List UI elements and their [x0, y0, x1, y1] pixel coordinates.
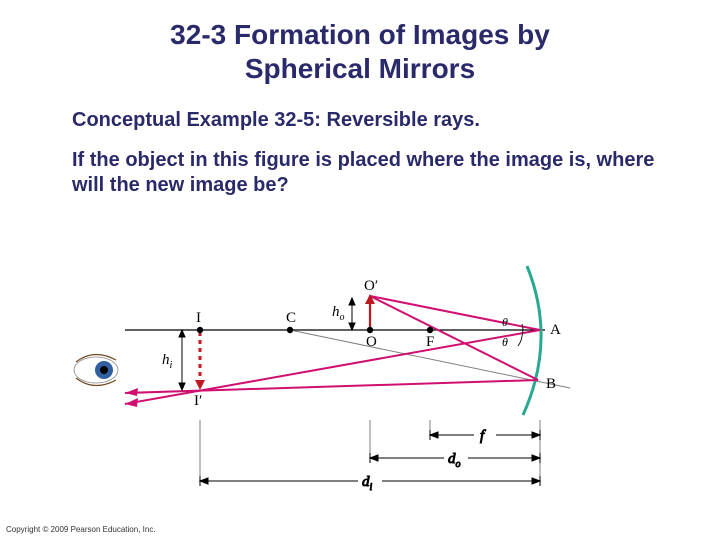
label-f: f — [480, 428, 486, 444]
body-text: If the object in this figure is placed w… — [0, 138, 720, 204]
mirror-arc — [523, 266, 541, 415]
image-arrow — [195, 332, 205, 390]
example-subtitle: Conceptual Example 32-5: Reversible rays… — [0, 95, 720, 138]
label-Iprime: I′ — [194, 393, 202, 409]
label-C: C — [286, 310, 296, 326]
label-F: F — [426, 334, 434, 350]
label-do: do — [448, 451, 461, 470]
mirror-diagram: I I′ C O O′ F A B θ θ ho hi — [70, 260, 630, 510]
title-line-2: Spherical Mirrors — [245, 53, 475, 84]
ray-arrow-1 — [125, 398, 138, 407]
label-O: O — [366, 334, 377, 350]
object-arrow — [365, 294, 375, 330]
eye-icon — [74, 354, 118, 385]
label-ho: ho — [332, 304, 345, 323]
label-di: di — [362, 474, 373, 493]
label-theta-2: θ — [502, 335, 508, 349]
copyright-text: Copyright © 2009 Pearson Education, Inc. — [6, 525, 156, 534]
page-title: 32-3 Formation of Images by Spherical Mi… — [0, 0, 720, 95]
title-line-1: 32-3 Formation of Images by — [170, 19, 550, 50]
label-A: A — [550, 322, 561, 338]
dimension-lines: f do di — [200, 420, 540, 493]
label-Oprime: O′ — [364, 278, 378, 294]
label-I: I — [196, 310, 201, 326]
hi-indicator — [179, 330, 185, 390]
label-theta-1: θ — [502, 315, 508, 329]
ho-indicator — [349, 298, 355, 330]
label-B: B — [546, 376, 556, 392]
label-hi: hi — [162, 352, 173, 371]
